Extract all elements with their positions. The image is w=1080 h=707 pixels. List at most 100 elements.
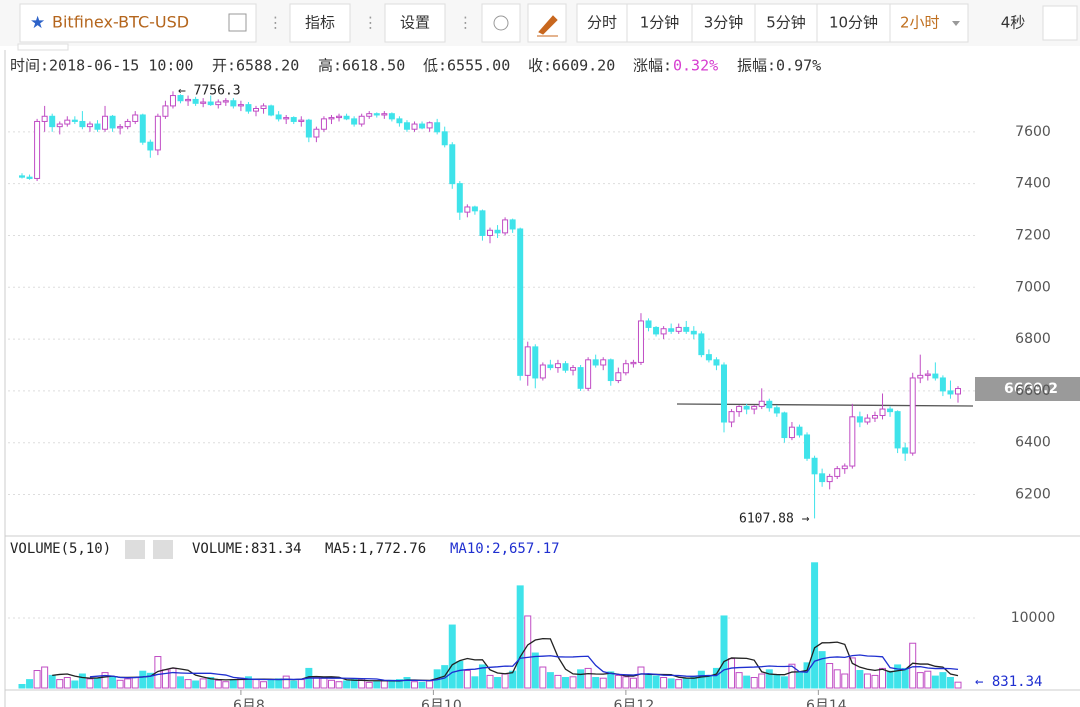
volume-bar xyxy=(282,675,290,689)
last-price-box xyxy=(975,377,1080,401)
candle-body xyxy=(902,447,909,454)
volume-bar xyxy=(131,677,139,689)
candle-body xyxy=(615,372,622,382)
volume-bar xyxy=(833,669,841,689)
volume-bar xyxy=(758,673,766,689)
candle-body xyxy=(690,330,697,335)
volume-bar xyxy=(146,672,154,689)
volume-bar xyxy=(290,680,298,689)
volume-bar xyxy=(712,667,720,689)
candle-body xyxy=(698,333,705,356)
candle-body xyxy=(222,100,229,103)
y-tick-label: 6800 xyxy=(1015,331,1051,347)
candle-body xyxy=(955,388,961,395)
volume-bar xyxy=(592,677,600,689)
candle-body xyxy=(34,120,41,179)
candle-body xyxy=(381,113,388,116)
symbol-box[interactable] xyxy=(19,3,257,43)
candle-body xyxy=(592,359,599,366)
settings-btn[interactable] xyxy=(384,3,446,43)
candle-body xyxy=(751,405,758,410)
candle-body xyxy=(230,100,237,107)
candle-body xyxy=(456,183,463,213)
candle-body xyxy=(804,434,811,459)
candle-body xyxy=(600,359,607,366)
volume-bar xyxy=(116,679,124,689)
volume-bar xyxy=(471,676,479,689)
volume-bar xyxy=(124,678,132,689)
close-icon[interactable] xyxy=(153,540,173,559)
candle-body xyxy=(547,364,554,369)
indicator[interactable]: 指标 xyxy=(305,14,335,32)
volume-bar xyxy=(18,684,26,689)
volume-bar xyxy=(448,624,456,689)
candle-body xyxy=(464,206,471,213)
y-tick-label: 6600 xyxy=(1015,383,1051,399)
ma-line xyxy=(52,637,959,682)
candle-body xyxy=(494,229,501,234)
volume-bar xyxy=(735,672,743,689)
volume-bar xyxy=(56,679,64,689)
candle-body xyxy=(403,122,410,130)
pencil-icon xyxy=(537,15,558,37)
period[interactable]: 3分钟 xyxy=(704,14,744,32)
volume-bar xyxy=(509,670,517,689)
volume-bar xyxy=(894,664,902,689)
refresh[interactable]: 4秒 xyxy=(1001,14,1026,32)
volume-bar xyxy=(139,670,147,689)
candle-body xyxy=(79,120,86,128)
sun-icon xyxy=(493,15,509,31)
candle-body xyxy=(539,364,546,379)
volume-bar xyxy=(373,681,381,689)
volume-bar xyxy=(161,669,169,689)
period[interactable]: 2小时 xyxy=(900,14,940,32)
fullscreen-btn[interactable] xyxy=(1042,5,1078,41)
volume-bar xyxy=(614,674,622,689)
candle-body xyxy=(366,113,373,117)
x-tick-label: 6月12 xyxy=(614,698,655,707)
candle-body xyxy=(343,115,350,120)
symbol[interactable]: Bitfinex-BTC-USD xyxy=(52,13,189,32)
legend-ma5: MA5:1,772.76 xyxy=(325,541,426,557)
volume-bar xyxy=(818,651,826,689)
volume-bar xyxy=(826,663,834,689)
legend-ma10: MA10:2,657.17 xyxy=(450,541,560,557)
info-item: 低:6555.00 xyxy=(423,57,510,75)
tab[interactable] xyxy=(17,43,69,51)
indicator-btn[interactable] xyxy=(289,3,351,43)
period[interactable]: 5分钟 xyxy=(766,14,806,32)
settings[interactable]: 设置 xyxy=(400,14,430,32)
volume-bar xyxy=(848,657,856,689)
volume-bar xyxy=(71,680,79,689)
candle-body xyxy=(139,114,146,143)
candle-body xyxy=(154,115,161,151)
candle-body xyxy=(894,411,901,449)
volume-bar xyxy=(682,677,690,689)
volume-bar xyxy=(637,666,645,689)
candle-body xyxy=(811,457,818,475)
candle-body xyxy=(909,377,916,454)
candle-body xyxy=(41,115,48,122)
period[interactable]: 分时 xyxy=(587,14,617,32)
candle-body xyxy=(253,108,259,112)
theme-btn[interactable] xyxy=(481,3,521,43)
y-tick-label: 6400 xyxy=(1015,435,1051,451)
x-tick-label: 6月8 xyxy=(233,698,265,707)
period-group xyxy=(576,3,969,43)
volume-bar xyxy=(494,677,502,689)
volume-bar xyxy=(48,674,56,689)
volume-bar xyxy=(607,671,615,689)
period[interactable]: 1分钟 xyxy=(640,14,680,32)
candle-body xyxy=(932,373,939,379)
dots: ⋮ xyxy=(458,14,473,32)
volume-bar xyxy=(244,676,252,689)
gear-icon[interactable] xyxy=(125,540,145,559)
candle-body xyxy=(275,114,282,120)
period[interactable]: 10分钟 xyxy=(829,14,878,32)
candle-body xyxy=(736,405,743,413)
candle-body xyxy=(320,118,327,130)
volume-bar xyxy=(652,675,660,689)
candle-body xyxy=(449,144,456,185)
candle-body xyxy=(260,105,267,109)
open-icon[interactable] xyxy=(228,13,247,32)
